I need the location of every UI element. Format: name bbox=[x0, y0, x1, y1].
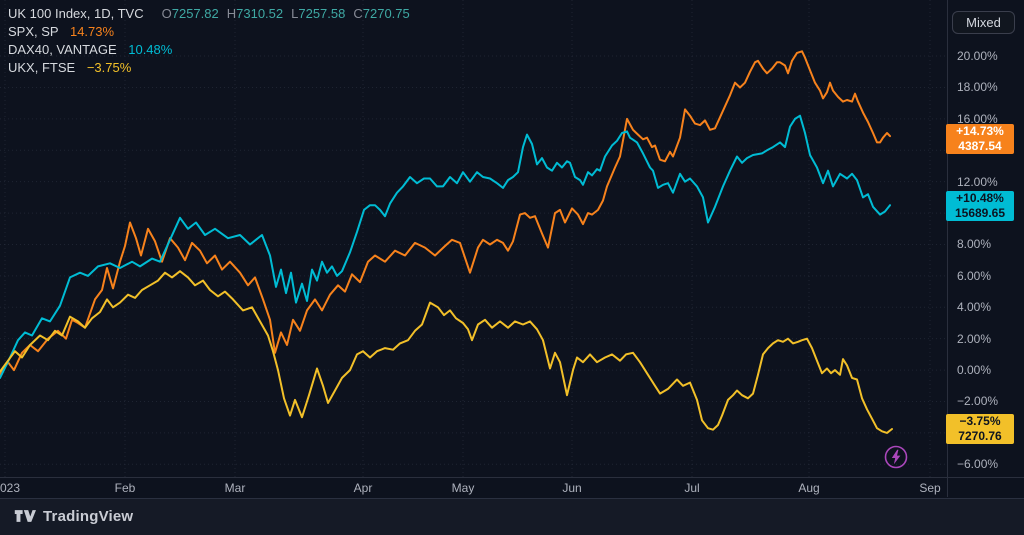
price-chart[interactable] bbox=[0, 0, 947, 477]
ukx-badge-change: −3.75% bbox=[959, 413, 1001, 428]
ukx-series-line[interactable] bbox=[0, 270, 893, 434]
time-axis-label: Aug bbox=[798, 481, 820, 495]
time-axis-label: May bbox=[451, 481, 475, 495]
time-axis-label: Apr bbox=[353, 481, 373, 495]
tradingview-logo-icon[interactable] bbox=[14, 509, 36, 528]
dax-series-line[interactable] bbox=[0, 114, 891, 379]
low-label: L bbox=[291, 6, 299, 21]
price-axis-label: 20.00% bbox=[957, 49, 998, 64]
time-axis-label: Mar bbox=[224, 481, 246, 495]
time-axis[interactable]: 023 Feb Mar Apr May Jun Jul Aug Sep bbox=[0, 477, 1024, 498]
compare-row-ukx[interactable]: UKX, FTSE −3.75% bbox=[8, 59, 410, 77]
price-axis-label: 16.00% bbox=[957, 111, 998, 126]
price-axis-label: 18.00% bbox=[957, 80, 998, 95]
compare-change-value: 14.73% bbox=[69, 24, 115, 39]
ohlc-values: O7257.82 H7310.52 L7257.58 C7270.75 bbox=[154, 6, 410, 21]
ukx-price-badge[interactable]: −3.75% 7270.76 bbox=[946, 413, 1014, 444]
high-value: 7310.52 bbox=[236, 6, 284, 21]
spx-badge-change: +14.73% bbox=[956, 123, 1004, 138]
compare-row-spx[interactable]: SPX, SP 14.73% bbox=[8, 23, 410, 41]
low-value: 7257.58 bbox=[298, 6, 346, 21]
time-axis-label: Feb bbox=[114, 481, 136, 495]
spx-price-badge[interactable]: +14.73% 4387.54 bbox=[946, 123, 1014, 154]
spx-badge-price: 4387.54 bbox=[958, 138, 1002, 153]
compare-row-dax40[interactable]: DAX40, VANTAGE 10.48% bbox=[8, 41, 410, 59]
open-value: 7257.82 bbox=[171, 6, 219, 21]
time-axis-label: Jun bbox=[562, 481, 582, 495]
compare-symbol-name[interactable]: DAX40, VANTAGE bbox=[8, 42, 117, 57]
dax-badge-change: +10.48% bbox=[956, 190, 1004, 205]
price-axis-label: 6.00% bbox=[957, 268, 992, 283]
compare-change-value: −3.75% bbox=[86, 60, 132, 75]
compare-change-value: 10.48% bbox=[128, 42, 173, 57]
compare-symbol-name[interactable]: SPX, SP bbox=[8, 24, 59, 39]
time-axis-label: 023 bbox=[0, 481, 21, 495]
price-axis-label: 4.00% bbox=[957, 300, 992, 315]
price-axis-label: 8.00% bbox=[957, 237, 992, 252]
footer-bar: TradingView bbox=[0, 498, 1024, 535]
spx-series-line[interactable] bbox=[0, 50, 891, 376]
main-symbol-row[interactable]: UK 100 Index, 1D, TVC O7257.82 H7310.52 L72… bbox=[8, 5, 410, 23]
main-symbol-title[interactable]: UK 100 Index, 1D, TVC bbox=[8, 6, 144, 21]
price-axis-label: 0.00% bbox=[957, 363, 992, 378]
close-label: C bbox=[353, 6, 363, 21]
price-axis-label: 2.00% bbox=[957, 331, 992, 346]
price-axis-label: 12.00% bbox=[957, 174, 998, 189]
mixed-status-button[interactable]: Mixed bbox=[952, 11, 1015, 34]
time-axis-label: Sep bbox=[919, 481, 941, 495]
open-label: O bbox=[161, 6, 172, 21]
lightning-icon[interactable] bbox=[883, 444, 909, 470]
dax-price-badge[interactable]: +10.48% 15689.65 bbox=[946, 190, 1014, 221]
ukx-badge-price: 7270.76 bbox=[958, 428, 1002, 443]
chart-legend: UK 100 Index, 1D, TVC O7257.82 H7310.52 L72… bbox=[8, 5, 410, 77]
compare-symbol-name[interactable]: UKX, FTSE bbox=[8, 60, 76, 75]
price-axis[interactable]: 20.00%18.00%16.00%14.00%12.00%10.00%8.00… bbox=[946, 0, 1024, 497]
close-value: 7270.75 bbox=[362, 6, 410, 21]
tradingview-brand[interactable]: TradingView bbox=[43, 508, 134, 525]
price-axis-label: −6.00% bbox=[957, 457, 999, 472]
time-axis-label: Jul bbox=[684, 481, 700, 495]
price-axis-label: −2.00% bbox=[957, 394, 999, 409]
high-label: H bbox=[226, 6, 237, 21]
dax-badge-price: 15689.65 bbox=[954, 205, 1006, 220]
